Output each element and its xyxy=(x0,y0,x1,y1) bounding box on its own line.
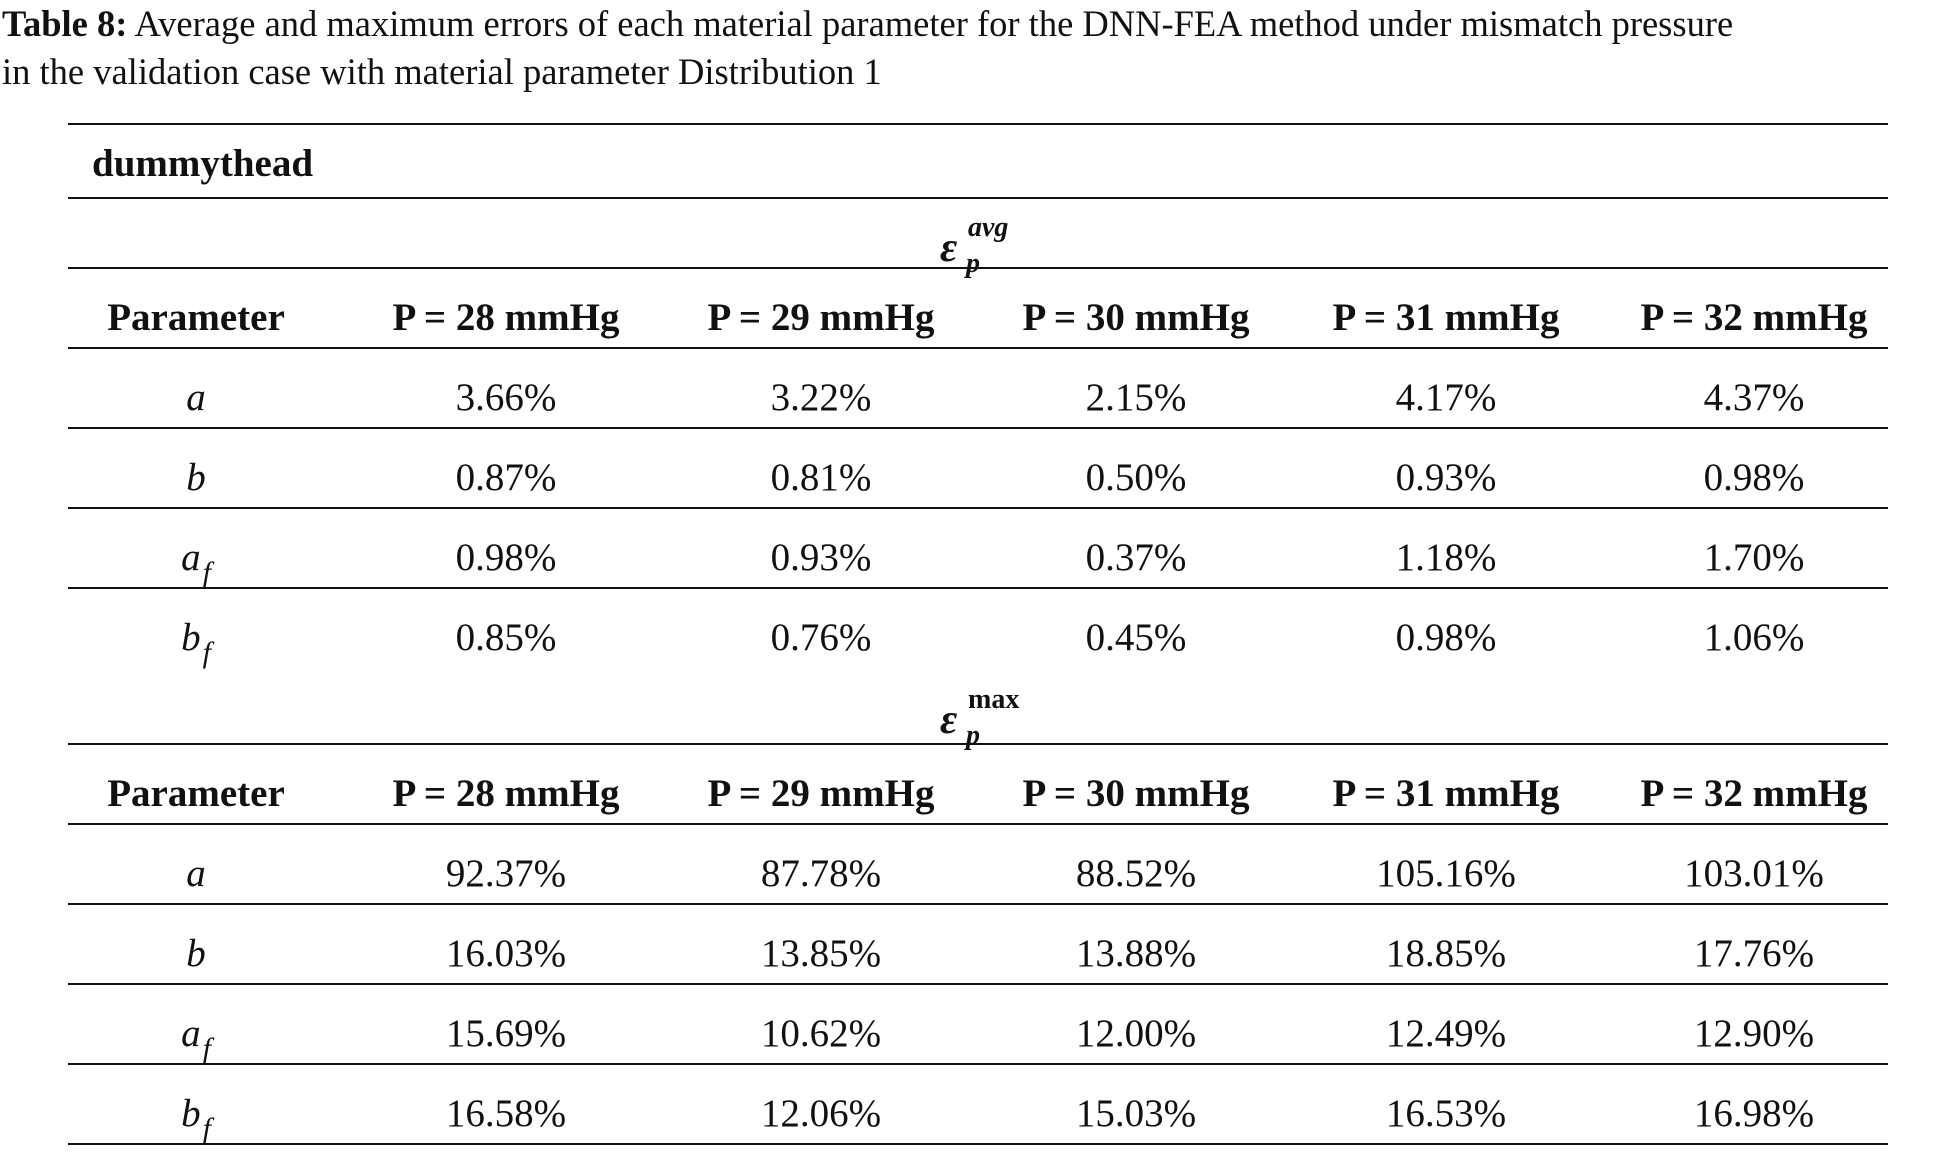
row-rule xyxy=(68,1063,1888,1065)
column-header-pressure: P = 29 mmHg xyxy=(707,772,935,815)
parameter-symbol: a xyxy=(181,536,201,579)
table-cell-value: 105.16% xyxy=(1376,852,1516,895)
table-cell-value: 103.01% xyxy=(1684,852,1824,895)
column-header-pressure: P = 28 mmHg xyxy=(392,296,620,339)
table-cell-value: 12.49% xyxy=(1385,1012,1507,1055)
parameter-symbol: a xyxy=(186,852,206,895)
parameter-subscript: f xyxy=(202,556,211,589)
table-cell-value: 12.90% xyxy=(1693,1012,1815,1055)
parameter-symbol: b xyxy=(181,616,201,659)
row-rule xyxy=(68,507,1888,509)
thead-label: dummythead xyxy=(92,142,314,185)
table-cell-value: 0.85% xyxy=(455,616,557,659)
parameter-cell: a xyxy=(46,849,346,899)
caption-line-1: Table 8: Average and maximum errors of e… xyxy=(2,0,1952,48)
parameter-symbol: b xyxy=(181,1092,201,1135)
table-cell-value: 3.66% xyxy=(455,376,557,419)
table-cell-value: 13.88% xyxy=(1075,932,1197,975)
table-cell-value: 18.85% xyxy=(1385,932,1507,975)
column-header-pressure: P = 31 mmHg xyxy=(1332,296,1560,339)
table-cell-value: 3.22% xyxy=(770,376,872,419)
error-symbol: ε avg p xyxy=(940,212,1008,279)
table-cell-value: 1.70% xyxy=(1703,536,1805,579)
column-header-pressure: P = 30 mmHg xyxy=(1022,772,1250,815)
table-cell-value: 88.52% xyxy=(1075,852,1197,895)
table-cell-value: 0.98% xyxy=(455,536,557,579)
table-cell-value: 1.18% xyxy=(1395,536,1497,579)
column-header-pressure: P = 29 mmHg xyxy=(707,296,935,339)
parameter-cell: b xyxy=(46,929,346,979)
symbol-subscript: p xyxy=(966,248,980,279)
section-symbol-rule xyxy=(68,267,1888,269)
table-cell-value: 0.76% xyxy=(770,616,872,659)
table-cell-value: 1.06% xyxy=(1703,616,1805,659)
table-cell-value: 87.78% xyxy=(760,852,882,895)
table-cell-value: 0.93% xyxy=(1395,456,1497,499)
parameter-cell: af xyxy=(46,1009,346,1074)
column-header-pressure: P = 28 mmHg xyxy=(392,772,620,815)
column-header-parameter: Parameter xyxy=(107,296,285,339)
row-rule xyxy=(68,903,1888,905)
section-symbol-rule xyxy=(68,743,1888,745)
row-rule xyxy=(68,983,1888,985)
parameter-symbol: b xyxy=(186,456,206,499)
table-cell-value: 4.17% xyxy=(1395,376,1497,419)
caption-text-1: Average and maximum errors of each mater… xyxy=(127,3,1734,44)
table-cell-value: 12.06% xyxy=(760,1092,882,1135)
table-cell-value: 0.50% xyxy=(1085,456,1187,499)
column-header-pressure: P = 30 mmHg xyxy=(1022,296,1250,339)
parameter-cell: b xyxy=(46,453,346,503)
table-cell-value: 16.58% xyxy=(445,1092,567,1135)
caption-line-2: in the validation case with material par… xyxy=(2,51,882,92)
parameter-symbol: a xyxy=(181,1012,201,1055)
parameter-cell: af xyxy=(46,533,346,598)
parameter-cell: a xyxy=(46,373,346,423)
table-cell-value: 16.98% xyxy=(1693,1092,1815,1135)
column-header-parameter: Parameter xyxy=(107,772,285,815)
symbol-base: ε xyxy=(940,225,958,271)
table-cell-value: 13.85% xyxy=(760,932,882,975)
parameter-cell: bf xyxy=(46,1089,346,1154)
parameter-subscript: f xyxy=(202,1112,211,1145)
row-rule xyxy=(68,427,1888,429)
parameter-subscript: f xyxy=(202,636,211,669)
table-cell-value: 17.76% xyxy=(1693,932,1815,975)
parameter-subscript: f xyxy=(202,1032,211,1065)
symbol-superscript: max xyxy=(968,684,1020,715)
table-cell-value: 15.69% xyxy=(445,1012,567,1055)
column-header-pressure: P = 31 mmHg xyxy=(1332,772,1560,815)
table-cell-value: 15.03% xyxy=(1075,1092,1197,1135)
table-cell-value: 0.87% xyxy=(455,456,557,499)
table-cell-value: 0.81% xyxy=(770,456,872,499)
table-cell-value: 0.37% xyxy=(1085,536,1187,579)
parameter-symbol: a xyxy=(186,376,206,419)
header-bottom-rule xyxy=(68,347,1888,349)
parameter-cell: bf xyxy=(46,613,346,678)
symbol-subscript: p xyxy=(966,720,980,751)
row-rule xyxy=(68,587,1888,589)
symbol-superscript: avg xyxy=(968,212,1009,243)
error-symbol: ε max p xyxy=(940,684,1019,751)
thead-bottom-rule xyxy=(68,197,1888,199)
row-rule xyxy=(68,1143,1888,1145)
column-header-pressure: P = 32 mmHg xyxy=(1640,772,1868,815)
symbol-base: ε xyxy=(940,697,958,743)
table-cell-value: 92.37% xyxy=(445,852,567,895)
table-cell-value: 16.53% xyxy=(1385,1092,1507,1135)
table-cell-value: 0.93% xyxy=(770,536,872,579)
caption-label: Table 8: xyxy=(2,3,128,44)
table-cell-value: 0.98% xyxy=(1703,456,1805,499)
table-caption: Table 8: Average and maximum errors of e… xyxy=(2,0,1952,96)
header-bottom-rule xyxy=(68,823,1888,825)
table-cell-value: 2.15% xyxy=(1085,376,1187,419)
table-top-rule xyxy=(68,123,1888,125)
parameter-symbol: b xyxy=(186,932,206,975)
column-header-pressure: P = 32 mmHg xyxy=(1640,296,1868,339)
table-cell-value: 10.62% xyxy=(760,1012,882,1055)
table-cell-value: 0.45% xyxy=(1085,616,1187,659)
table-cell-value: 4.37% xyxy=(1703,376,1805,419)
table-cell-value: 16.03% xyxy=(445,932,567,975)
table-cell-value: 12.00% xyxy=(1075,1012,1197,1055)
table-cell-value: 0.98% xyxy=(1395,616,1497,659)
